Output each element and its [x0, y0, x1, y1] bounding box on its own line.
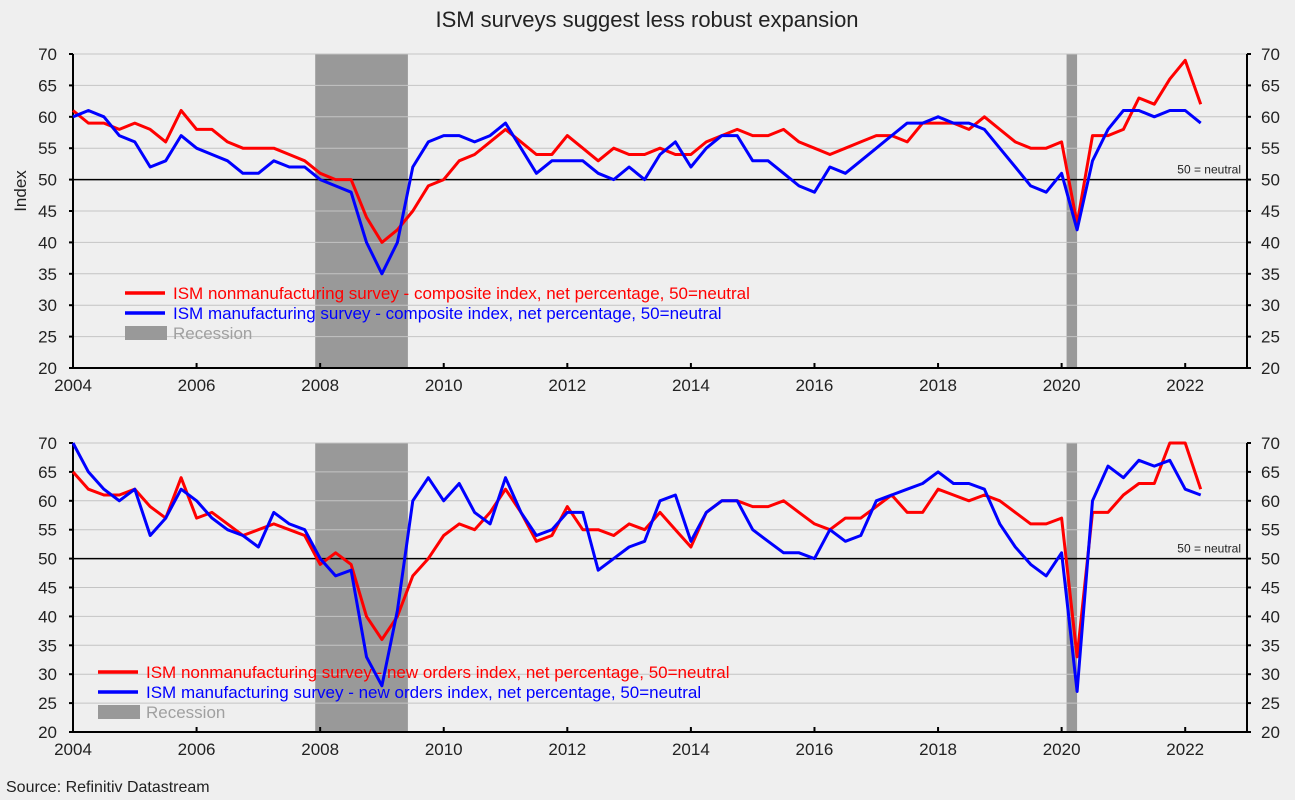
y-tick-label-right: 50 [1261, 550, 1280, 569]
y-tick-label-right: 45 [1261, 202, 1280, 221]
x-tick-label: 2010 [425, 740, 463, 759]
y-tick-label-right: 60 [1261, 108, 1280, 127]
y-tick-label: 35 [38, 265, 57, 284]
y-tick-label: 45 [38, 202, 57, 221]
series-line-manufacturing [71, 442, 1202, 693]
y-tick-label: 40 [38, 233, 57, 252]
x-tick-label: 2020 [1043, 740, 1081, 759]
x-tick-label: 2008 [301, 740, 339, 759]
x-tick-label: 2004 [54, 740, 92, 759]
y-tick-label: 25 [38, 694, 57, 713]
legend-label: Recession [173, 324, 252, 343]
y-tick-label-right: 65 [1261, 76, 1280, 95]
y-tick-label-right: 30 [1261, 296, 1280, 315]
neutral-label: 50 = neutral [1177, 542, 1241, 556]
y-tick-label: 30 [38, 296, 57, 315]
y-tick-label: 20 [38, 359, 57, 378]
x-tick-label: 2018 [919, 740, 957, 759]
y-tick-label: 60 [38, 108, 57, 127]
y-tick-label: 65 [38, 463, 57, 482]
y-tick-label-right: 20 [1261, 723, 1280, 742]
x-tick-label: 2016 [796, 740, 834, 759]
y-tick-label: 50 [38, 171, 57, 190]
y-tick-label-right: 55 [1261, 521, 1280, 540]
x-tick-label: 2012 [548, 740, 586, 759]
neutral-label: 50 = neutral [1177, 163, 1241, 177]
series-line-nonmanufacturing [71, 441, 1203, 659]
y-tick-label-right: 60 [1261, 492, 1280, 511]
y-tick-label-right: 20 [1261, 359, 1280, 378]
legend-label: ISM manufacturing survey - new orders in… [146, 683, 701, 702]
y-tick-label-right: 50 [1261, 171, 1280, 190]
source-note: Source: Refinitiv Datastream [6, 779, 210, 796]
x-tick-label: 2010 [425, 376, 463, 395]
x-tick-label: 2008 [301, 376, 339, 395]
y-tick-label-right: 30 [1261, 665, 1280, 684]
y-tick-label-right: 25 [1261, 694, 1280, 713]
y-tick-label-right: 40 [1261, 607, 1280, 626]
x-tick-label: 2022 [1166, 740, 1204, 759]
x-tick-label: 2006 [178, 740, 216, 759]
y-tick-label-right: 40 [1261, 233, 1280, 252]
x-tick-label: 2004 [54, 376, 92, 395]
y-tick-label-right: 45 [1261, 579, 1280, 598]
legend-label: ISM manufacturing survey - composite ind… [173, 304, 722, 323]
y-tick-label-right: 35 [1261, 636, 1280, 655]
series-line-nonmanufacturing [72, 58, 1203, 244]
y-tick-label: 25 [38, 328, 57, 347]
x-tick-label: 2016 [796, 376, 834, 395]
x-tick-label: 2014 [672, 376, 710, 395]
y-tick-label: 55 [38, 139, 57, 158]
y-tick-label: 30 [38, 665, 57, 684]
legend-label: ISM nonmanufacturing survey - composite … [173, 284, 750, 303]
x-tick-label: 2006 [178, 376, 216, 395]
y-tick-label: 45 [38, 579, 57, 598]
x-tick-label: 2022 [1166, 376, 1204, 395]
legend-swatch-recession [98, 705, 140, 719]
y-tick-label-right: 70 [1261, 434, 1280, 453]
y-tick-label-right: 65 [1261, 463, 1280, 482]
y-tick-label: 70 [38, 434, 57, 453]
y-tick-label: 55 [38, 521, 57, 540]
x-tick-label: 2018 [919, 376, 957, 395]
y-tick-label-right: 55 [1261, 139, 1280, 158]
y-axis-label: Index [11, 170, 30, 212]
y-tick-label: 40 [38, 607, 57, 626]
y-tick-label-right: 25 [1261, 328, 1280, 347]
series-line-manufacturing [72, 109, 1202, 276]
chart-title: ISM surveys suggest less robust expansio… [435, 7, 858, 32]
y-tick-label: 20 [38, 723, 57, 742]
y-tick-label: 70 [38, 45, 57, 64]
x-tick-label: 2020 [1043, 376, 1081, 395]
y-tick-label: 65 [38, 76, 57, 95]
y-tick-label-right: 35 [1261, 265, 1280, 284]
legend-label: Recession [146, 703, 225, 722]
y-tick-label: 50 [38, 550, 57, 569]
y-tick-label: 60 [38, 492, 57, 511]
x-tick-label: 2014 [672, 740, 710, 759]
x-tick-label: 2012 [548, 376, 586, 395]
legend-label: ISM nonmanufacturing survey - new orders… [146, 663, 730, 682]
legend-swatch-recession [125, 326, 167, 340]
y-tick-label: 35 [38, 636, 57, 655]
y-tick-label-right: 70 [1261, 45, 1280, 64]
